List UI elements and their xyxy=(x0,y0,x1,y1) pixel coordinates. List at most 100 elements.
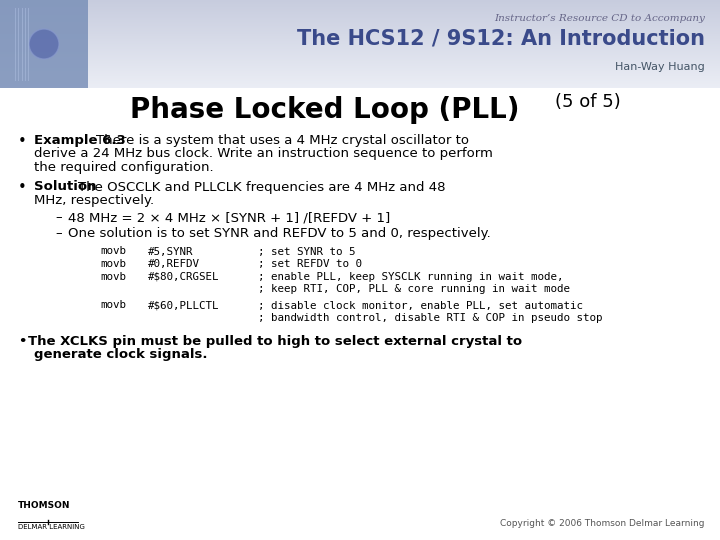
Bar xyxy=(0,55,720,56)
Text: ; set SYNR to 5: ; set SYNR to 5 xyxy=(258,246,356,256)
Bar xyxy=(0,88,720,540)
Text: •: • xyxy=(18,180,27,195)
Bar xyxy=(0,23,720,24)
Ellipse shape xyxy=(29,29,59,59)
Bar xyxy=(0,77,720,78)
Text: #0,REFDV: #0,REFDV xyxy=(148,259,200,269)
Text: ; disable clock monitor, enable PLL, set automatic: ; disable clock monitor, enable PLL, set… xyxy=(258,300,583,310)
Bar xyxy=(0,63,720,64)
Bar xyxy=(0,31,720,32)
Bar xyxy=(0,21,720,22)
Text: Phase Locked Loop (PLL): Phase Locked Loop (PLL) xyxy=(130,96,520,124)
Bar xyxy=(0,9,720,10)
Text: The XCLKS pin must be pulled to high to select external crystal to: The XCLKS pin must be pulled to high to … xyxy=(28,334,522,348)
Bar xyxy=(0,78,720,79)
Text: the required configuration.: the required configuration. xyxy=(34,161,214,174)
Bar xyxy=(0,45,720,46)
Bar xyxy=(0,6,720,7)
Text: Example 6.3: Example 6.3 xyxy=(34,134,126,147)
Bar xyxy=(0,33,720,34)
Bar xyxy=(0,20,720,21)
Text: •: • xyxy=(18,134,27,149)
Bar xyxy=(0,50,720,51)
Bar xyxy=(0,29,720,30)
Text: 48 MHz = 2 × 4 MHz × [SYNR + 1] /[REFDV + 1]: 48 MHz = 2 × 4 MHz × [SYNR + 1] /[REFDV … xyxy=(68,212,390,225)
Bar xyxy=(0,36,720,37)
Text: #5,SYNR: #5,SYNR xyxy=(148,246,194,256)
Text: –: – xyxy=(55,227,62,240)
Bar xyxy=(0,66,720,67)
Bar xyxy=(0,1,720,2)
Bar xyxy=(0,25,720,26)
Bar xyxy=(0,37,720,38)
Bar xyxy=(0,74,720,75)
Text: generate clock signals.: generate clock signals. xyxy=(34,348,207,361)
Text: The OSCCLK and PLLCLK frequencies are 4 MHz and 48: The OSCCLK and PLLCLK frequencies are 4 … xyxy=(78,180,446,193)
Bar xyxy=(0,28,720,29)
Bar xyxy=(0,53,720,54)
Bar xyxy=(0,85,720,86)
Text: ; keep RTI, COP, PLL & core running in wait mode: ; keep RTI, COP, PLL & core running in w… xyxy=(258,284,570,294)
Bar xyxy=(0,79,720,80)
Bar xyxy=(0,82,720,83)
Bar xyxy=(0,86,720,87)
Text: Solution: Solution xyxy=(34,180,96,193)
Bar xyxy=(0,27,720,28)
Text: DELMAR LEARNING: DELMAR LEARNING xyxy=(18,524,85,530)
Bar xyxy=(0,57,720,58)
Bar xyxy=(0,80,720,81)
Bar xyxy=(0,3,720,4)
Bar xyxy=(0,18,720,19)
Bar xyxy=(0,70,720,71)
Bar xyxy=(0,73,720,74)
Text: #$80,CRGSEL: #$80,CRGSEL xyxy=(148,272,220,281)
Bar xyxy=(0,42,720,43)
Text: Han-Way Huang: Han-Way Huang xyxy=(616,62,705,72)
Bar xyxy=(0,68,720,69)
Bar xyxy=(0,81,720,82)
Text: movb: movb xyxy=(100,246,126,256)
Bar xyxy=(0,67,720,68)
Bar xyxy=(0,75,720,76)
Bar xyxy=(0,44,720,45)
Bar xyxy=(0,54,720,55)
Bar xyxy=(0,10,720,11)
Bar xyxy=(0,7,720,8)
Text: movb: movb xyxy=(100,300,126,310)
Bar xyxy=(0,30,720,31)
Text: derive a 24 MHz bus clock. Write an instruction sequence to perform: derive a 24 MHz bus clock. Write an inst… xyxy=(34,147,493,160)
Bar xyxy=(0,0,720,1)
Bar xyxy=(0,87,720,88)
Text: #$60,PLLCTL: #$60,PLLCTL xyxy=(148,300,220,310)
Bar xyxy=(0,76,720,77)
Bar xyxy=(0,47,720,48)
Text: ; set REFDV to 0: ; set REFDV to 0 xyxy=(258,259,362,269)
Bar xyxy=(0,52,720,53)
Bar xyxy=(0,11,720,12)
Bar xyxy=(0,41,720,42)
Bar xyxy=(0,24,720,25)
Bar xyxy=(0,12,720,13)
Bar xyxy=(0,22,720,23)
Bar xyxy=(0,48,720,49)
Text: •: • xyxy=(18,334,27,348)
Bar xyxy=(0,58,720,59)
Bar xyxy=(0,84,720,85)
Bar xyxy=(0,61,720,62)
Text: –: – xyxy=(55,212,62,225)
Bar xyxy=(0,5,720,6)
Bar xyxy=(0,49,720,50)
Text: One solution is to set SYNR and REFDV to 5 and 0, respectively.: One solution is to set SYNR and REFDV to… xyxy=(68,227,491,240)
Text: ; bandwidth control, disable RTI & COP in pseudo stop: ; bandwidth control, disable RTI & COP i… xyxy=(258,313,603,323)
Bar xyxy=(0,65,720,66)
Bar xyxy=(0,71,720,72)
Bar xyxy=(0,17,720,18)
Bar xyxy=(0,38,720,39)
Bar xyxy=(0,16,720,17)
Bar xyxy=(0,51,720,52)
Bar xyxy=(0,39,720,40)
Bar xyxy=(0,15,720,16)
Bar xyxy=(0,64,720,65)
Bar xyxy=(0,14,720,15)
Bar xyxy=(0,72,720,73)
